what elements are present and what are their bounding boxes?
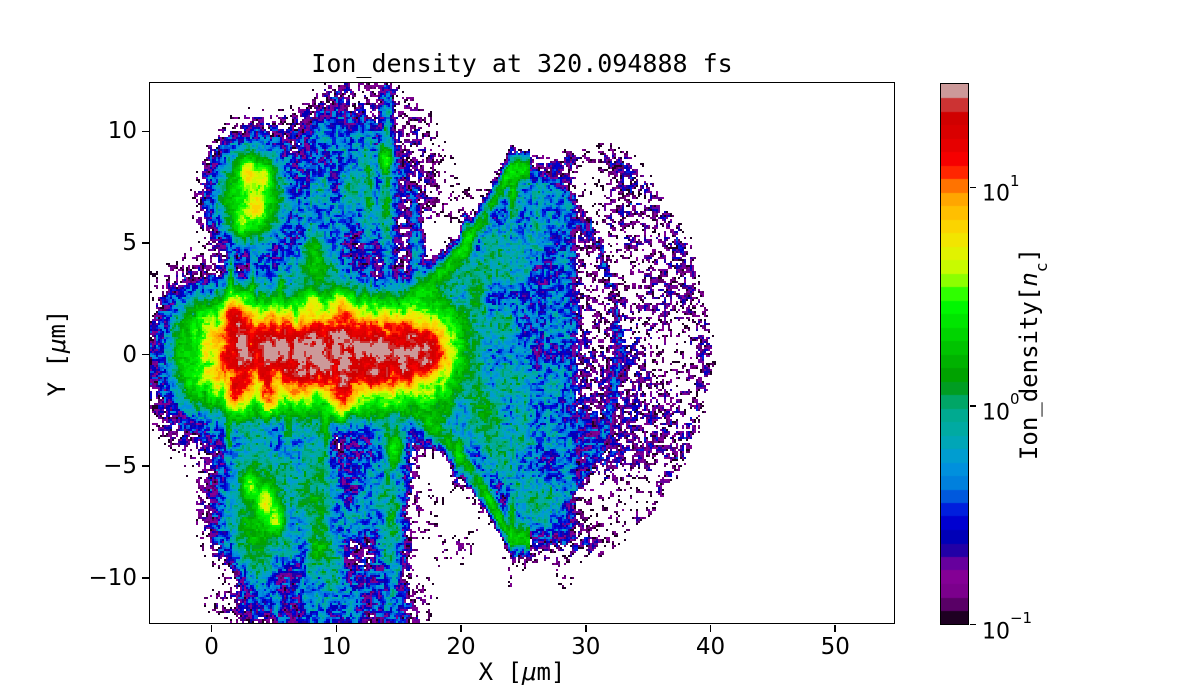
x-tick-mark — [210, 624, 213, 632]
colorbar — [940, 83, 969, 625]
plot-title: Ion_density at 320.094888 fs — [311, 49, 733, 78]
colorbar-tick-mark — [970, 623, 976, 626]
x-tick-label: 0 — [204, 634, 219, 660]
y-axis-label: Y [μm] — [43, 309, 71, 397]
y-tick-mark — [141, 353, 149, 356]
heatmap-canvas — [150, 83, 894, 623]
y-tick-mark — [141, 465, 149, 467]
y-tick-mark — [141, 242, 149, 244]
x-tick-mark — [584, 624, 587, 632]
x-tick-label: 40 — [695, 634, 726, 660]
y-tick-mark — [141, 130, 149, 133]
x-tick-label: 10 — [321, 634, 351, 660]
x-tick-label: 50 — [820, 634, 850, 660]
y-tick-label: 0 — [122, 341, 137, 368]
x-tick-mark — [709, 624, 712, 632]
colorbar-tick-label: 10−1 — [982, 608, 1033, 644]
y-tick-label: −5 — [103, 453, 137, 480]
y-tick-mark — [141, 576, 149, 579]
colorbar-canvas — [941, 84, 968, 624]
x-tick-mark — [460, 624, 462, 632]
colorbar-tick-mark — [970, 405, 976, 407]
colorbar-tick-mark — [970, 186, 976, 189]
x-tick-mark — [335, 624, 338, 632]
colorbar-tick-label: 100 — [982, 390, 1020, 426]
y-tick-label: 10 — [107, 118, 137, 145]
x-tick-label: 20 — [446, 634, 476, 660]
y-tick-label: 5 — [122, 230, 137, 257]
y-tick-label: −10 — [88, 564, 137, 591]
colorbar-tick-label: 101 — [982, 171, 1020, 207]
plot-area — [149, 82, 895, 624]
x-tick-label: 30 — [571, 634, 601, 660]
colorbar-label: Ion_density[nc] — [1015, 247, 1051, 461]
x-axis-label: X [μm] — [478, 658, 566, 686]
x-tick-mark — [834, 624, 837, 632]
